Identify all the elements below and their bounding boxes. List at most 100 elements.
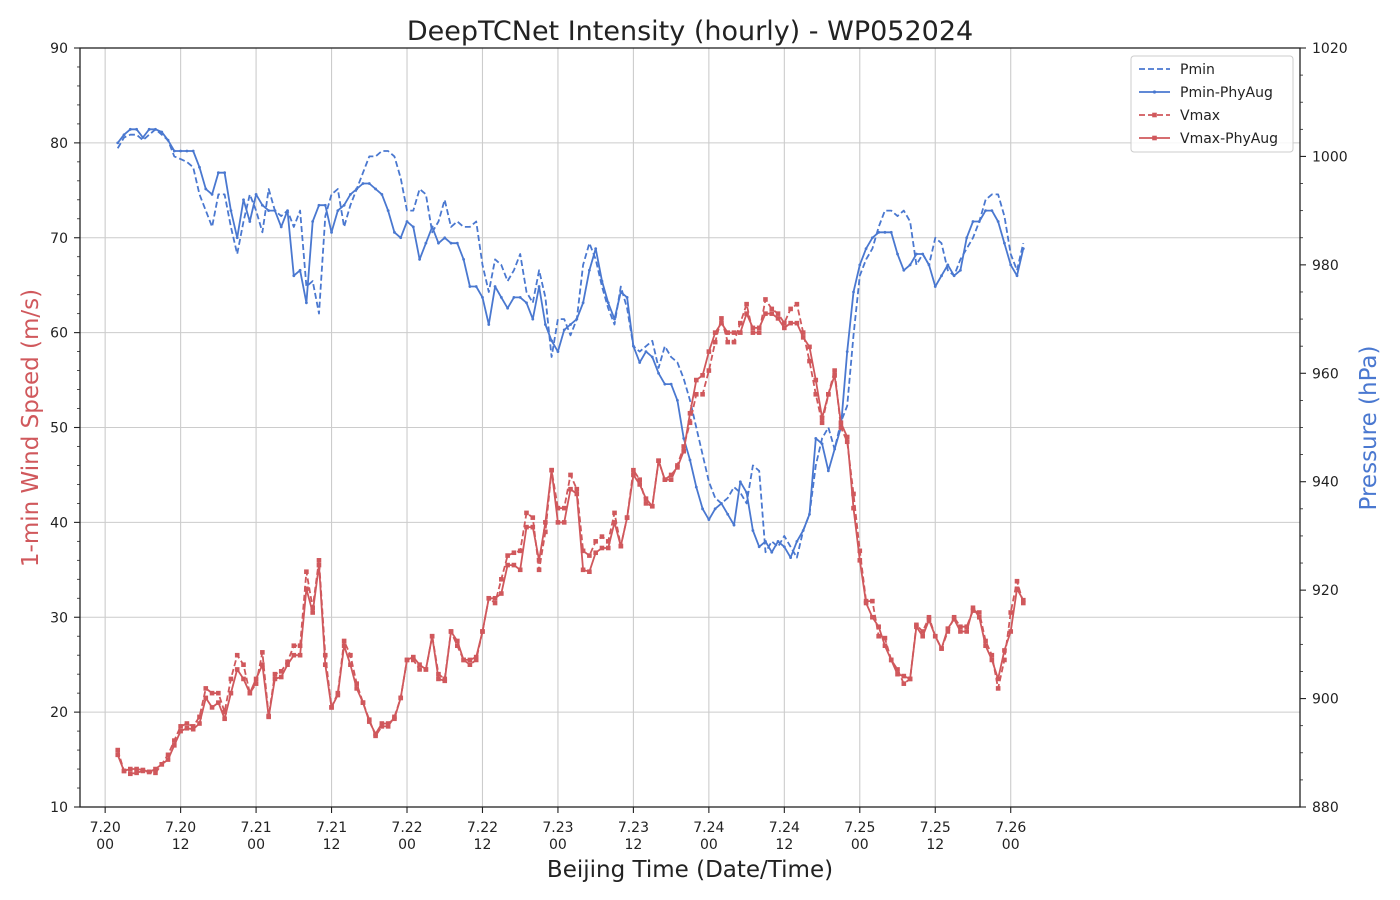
data-point: [203, 695, 209, 701]
data-point: [732, 523, 736, 527]
data-point: [417, 667, 422, 672]
x-tick-label-date: 7.21: [316, 820, 347, 836]
data-point: [323, 203, 327, 207]
data-point: [927, 263, 931, 267]
data-point: [122, 133, 126, 137]
x-tick-label-date: 7.24: [693, 820, 724, 836]
data-point: [587, 553, 592, 558]
data-point: [273, 209, 277, 213]
data-point: [637, 477, 642, 482]
data-point: [738, 330, 743, 335]
data-point: [770, 550, 774, 554]
data-point: [1003, 241, 1006, 245]
data-point: [1002, 648, 1007, 653]
data-point: [115, 752, 121, 758]
x-tick-label-hour: 00: [398, 837, 416, 853]
data-point: [625, 295, 629, 299]
data-point: [883, 230, 887, 234]
data-point: [354, 686, 360, 691]
data-point: [341, 643, 347, 649]
data-point: [467, 657, 473, 663]
x-tick-label-hour: 00: [851, 837, 869, 853]
data-point: [965, 236, 969, 240]
data-point: [543, 520, 548, 525]
data-point: [379, 724, 385, 729]
y-right-tick-label: 920: [1312, 583, 1339, 599]
data-point: [832, 368, 837, 373]
data-point: [272, 676, 278, 682]
data-point: [876, 633, 881, 639]
data-point: [901, 681, 907, 686]
data-point: [763, 311, 768, 316]
data-point: [204, 187, 208, 191]
data-point: [959, 268, 962, 272]
data-point: [316, 562, 322, 568]
data-point: [291, 652, 297, 658]
data-point: [757, 545, 761, 549]
data-point: [775, 316, 781, 321]
data-point: [568, 472, 573, 478]
data-point: [304, 586, 309, 592]
data-point: [385, 724, 391, 729]
data-point: [1014, 586, 1020, 592]
x-axis-label: Beijing Time (Date/Time): [547, 857, 833, 883]
x-tick-label-hour: 12: [926, 837, 944, 853]
legend: Pmin Pmin-PhyAug Vmax Vmax-PhyAug: [1130, 55, 1294, 153]
data-point: [896, 252, 899, 256]
data-point: [555, 520, 561, 525]
data-point: [442, 678, 448, 684]
data-point: [845, 350, 849, 353]
data-point: [178, 728, 183, 734]
data-point: [775, 311, 781, 316]
data-point: [424, 241, 428, 245]
data-point: [945, 626, 951, 631]
legend-marker: [1152, 90, 1157, 94]
data-point: [795, 539, 799, 543]
data-point: [128, 766, 133, 772]
data-point: [668, 472, 674, 478]
data-point: [128, 771, 133, 777]
data-point: [889, 230, 893, 234]
data-point: [1020, 597, 1026, 603]
data-point: [430, 225, 434, 229]
data-point: [172, 149, 176, 153]
data-point: [228, 690, 234, 696]
data-point: [348, 662, 353, 667]
data-point: [140, 767, 146, 773]
data-point: [971, 220, 975, 223]
legend-marker: [1152, 135, 1157, 141]
data-point: [907, 676, 913, 682]
data-point: [197, 714, 202, 720]
data-point: [172, 743, 177, 748]
data-point: [266, 714, 271, 720]
data-point: [499, 295, 503, 299]
data-point: [687, 410, 693, 416]
data-point: [851, 505, 856, 511]
data-point: [751, 529, 755, 532]
data-point: [895, 667, 900, 672]
data-point: [750, 330, 756, 335]
data-point: [808, 512, 811, 516]
data-point: [135, 127, 138, 131]
data-point: [531, 317, 535, 321]
data-point: [411, 225, 415, 229]
data-point: [857, 548, 863, 554]
data-point: [587, 569, 592, 575]
data-point: [190, 724, 196, 729]
data-point: [807, 358, 812, 364]
x-tick-label-date: 7.23: [618, 820, 649, 836]
data-point: [643, 501, 649, 506]
data-point: [613, 317, 616, 321]
data-point: [184, 725, 190, 731]
data-point: [581, 301, 585, 305]
data-point: [882, 643, 888, 649]
legend-item: Pmin: [1139, 62, 1215, 78]
data-point: [681, 448, 687, 454]
data-point: [198, 165, 201, 169]
data-point: [210, 192, 214, 196]
data-point: [165, 757, 171, 762]
data-point: [399, 236, 403, 240]
data-point: [342, 203, 346, 207]
data-point: [1021, 247, 1025, 250]
x-tick-label-hour: 00: [247, 837, 265, 853]
